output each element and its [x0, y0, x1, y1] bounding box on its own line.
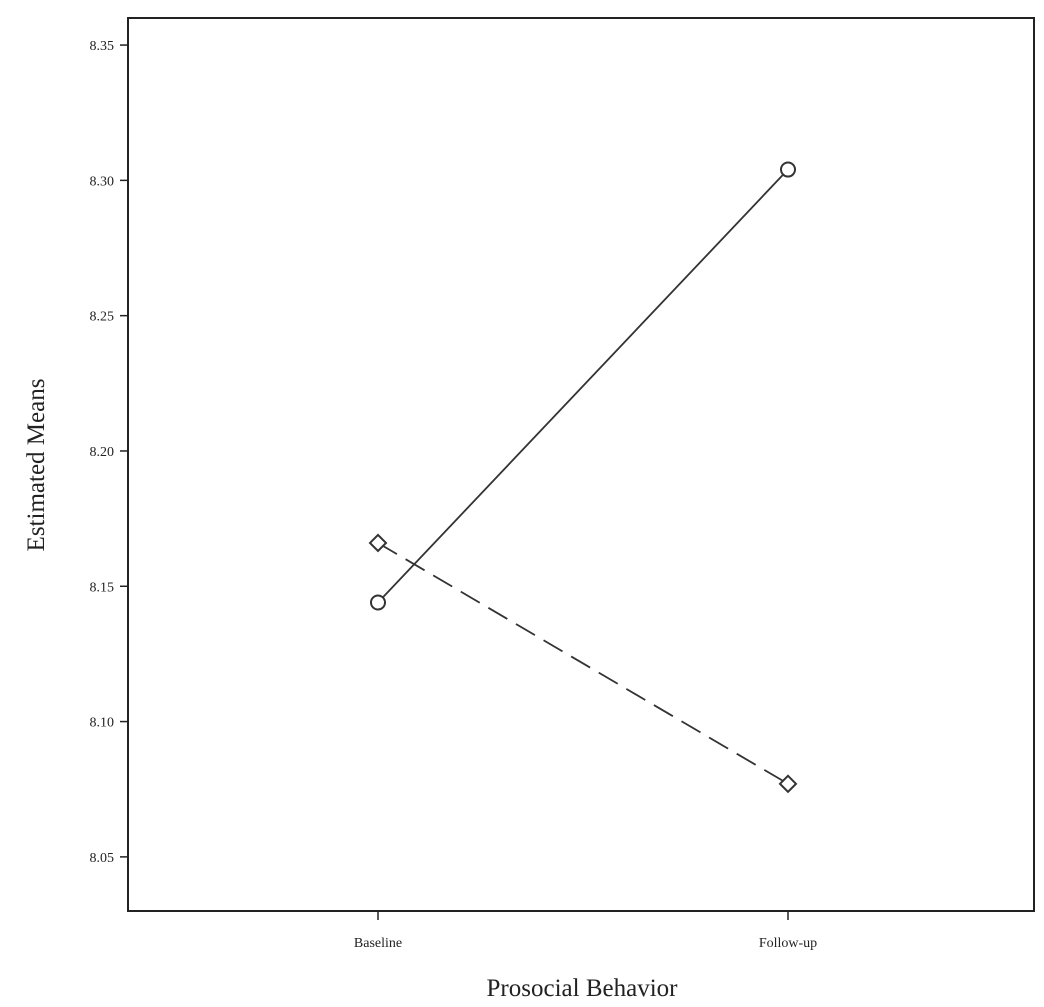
series-line-2 — [377, 542, 789, 785]
x-axis-ticks: Baseline Follow-up — [354, 911, 817, 951]
data-point-diamond — [778, 774, 798, 794]
data-point-circle — [370, 594, 386, 611]
y-tick-label: 8.20 — [90, 445, 115, 460]
y-tick-label: 8.15 — [90, 580, 115, 595]
y-axis-title: Estimated Means — [23, 379, 50, 552]
data-point-circle — [780, 161, 796, 178]
y-tick-label: 8.30 — [90, 174, 115, 189]
series-line-1 — [377, 168, 789, 604]
y-tick-label: 8.05 — [90, 851, 115, 866]
y-tick-label: 8.10 — [90, 716, 115, 731]
plot-frame — [127, 17, 1035, 912]
data-point-diamond — [368, 533, 388, 553]
y-tick-label: 8.35 — [90, 39, 115, 54]
y-axis-ticks: 8.05 8.10 8.15 8.20 8.25 8.30 8.35 — [90, 39, 128, 866]
x-axis-title: Prosocial Behavior — [487, 975, 679, 1002]
x-tick-label: Follow-up — [759, 936, 817, 951]
x-tick-label: Baseline — [354, 936, 402, 951]
series-group — [368, 161, 798, 794]
y-tick-label: 8.25 — [90, 310, 115, 325]
